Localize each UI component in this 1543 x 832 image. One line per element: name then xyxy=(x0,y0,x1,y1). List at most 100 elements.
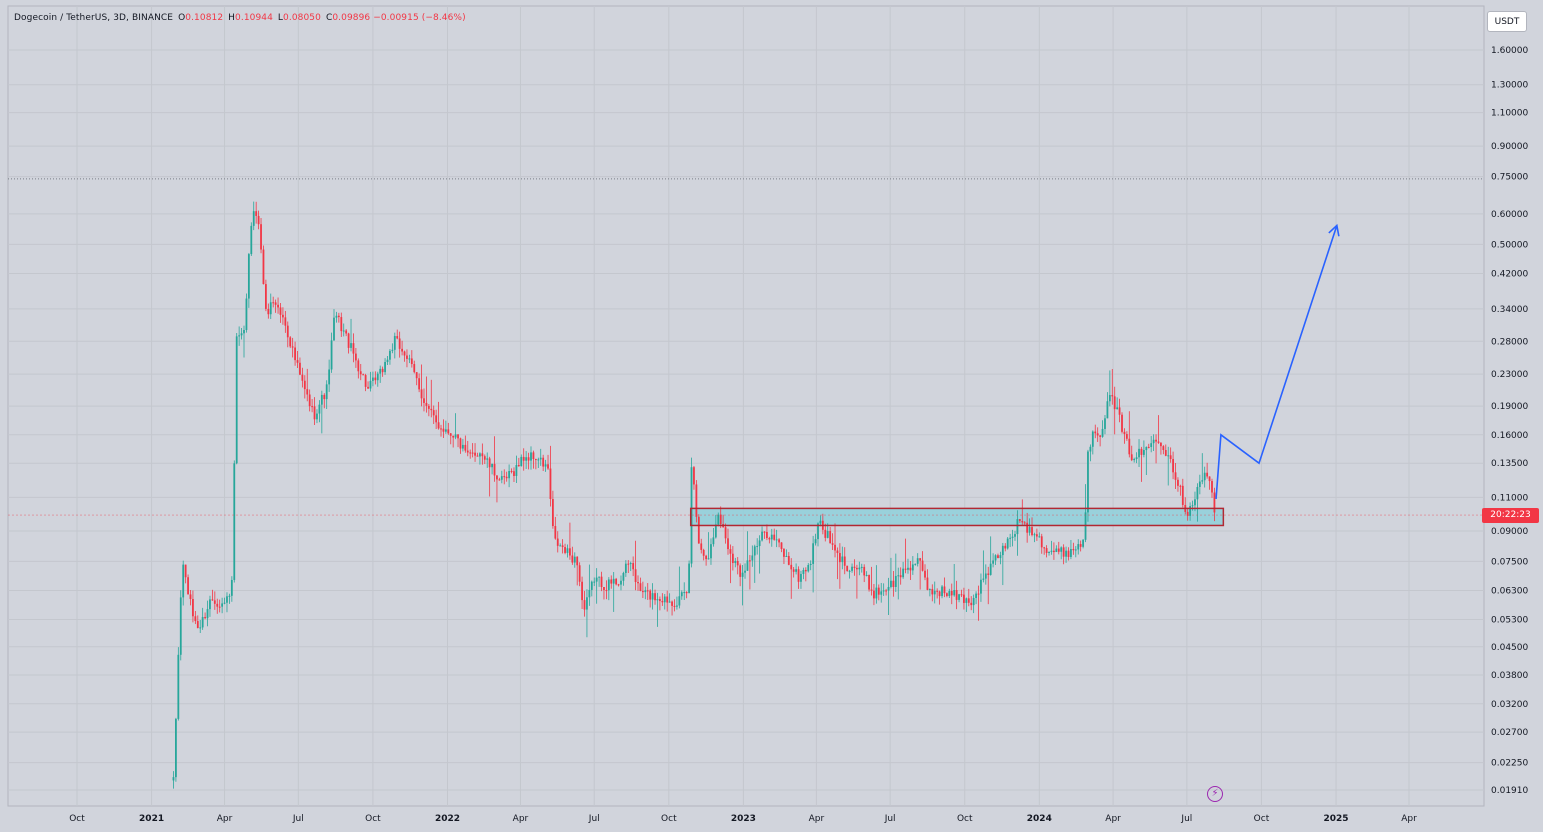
y-tick-label: 0.42000 xyxy=(1491,270,1528,280)
candle-body xyxy=(547,464,549,469)
y-tick-label: 0.13500 xyxy=(1491,459,1528,469)
y-tick-label: 0.50000 xyxy=(1491,240,1528,250)
candle-body xyxy=(376,373,379,381)
candle-body xyxy=(252,211,255,226)
candle-body xyxy=(598,576,600,578)
candle-body xyxy=(1094,431,1097,434)
candle-body xyxy=(1150,443,1153,448)
candle-body xyxy=(306,389,309,395)
candle-body xyxy=(199,627,202,629)
candle-body xyxy=(1174,472,1177,480)
candle-body xyxy=(235,336,238,464)
candle-body xyxy=(637,582,639,584)
candle-body xyxy=(1177,479,1179,486)
candle-body xyxy=(403,351,406,356)
candle-body xyxy=(763,531,766,533)
candle-body xyxy=(800,573,802,582)
candle-body xyxy=(510,470,513,472)
candle-body xyxy=(1157,441,1160,443)
candle-body xyxy=(980,579,982,594)
candle-body xyxy=(972,597,975,606)
candle-body xyxy=(447,429,450,434)
candle-body xyxy=(924,570,926,578)
candle-body xyxy=(505,476,508,479)
candle-body xyxy=(1191,505,1194,507)
candle-body xyxy=(286,325,289,338)
candle-body xyxy=(1067,550,1070,557)
candle-body xyxy=(622,572,625,581)
candle-body xyxy=(264,284,267,309)
currency-selector[interactable]: USDT xyxy=(1487,11,1527,32)
candle-body xyxy=(493,463,496,476)
y-tick-label: 0.03800 xyxy=(1491,671,1528,681)
candle-body xyxy=(919,558,922,561)
candle-body xyxy=(204,616,206,619)
candle-body xyxy=(836,550,839,554)
candle-body xyxy=(1201,480,1204,482)
candle-body xyxy=(282,314,284,318)
candle-body xyxy=(1121,414,1123,432)
candle-body xyxy=(1101,428,1104,437)
candle-body xyxy=(335,315,338,318)
candle-body xyxy=(454,434,457,438)
candle-body xyxy=(483,456,486,460)
candle-body xyxy=(1104,418,1106,429)
candle-body xyxy=(316,413,318,420)
candle-body xyxy=(437,422,440,429)
candle-body xyxy=(814,539,817,544)
lightning-icon[interactable]: ⚡ xyxy=(1207,786,1223,802)
y-tick-label: 0.23000 xyxy=(1491,370,1528,380)
y-tick-label: 0.34000 xyxy=(1491,305,1528,315)
candle-body xyxy=(1048,551,1050,553)
candle-body xyxy=(1164,450,1167,456)
low-value: 0.08050 xyxy=(283,13,321,23)
candle-body xyxy=(471,452,474,454)
candle-body xyxy=(894,575,897,587)
x-tick-label: 2022 xyxy=(435,814,460,824)
x-tick-label: 2024 xyxy=(1027,814,1052,824)
candle-body xyxy=(856,567,858,570)
candle-body xyxy=(992,560,995,564)
candle-body xyxy=(656,599,659,601)
candle-body xyxy=(209,599,211,610)
candle-body xyxy=(372,377,374,381)
candle-body xyxy=(953,590,956,596)
y-tick-label: 0.19000 xyxy=(1491,402,1528,412)
candle-body xyxy=(457,434,459,439)
candle-body xyxy=(503,476,506,478)
candle-body xyxy=(1099,435,1102,437)
candle-body xyxy=(795,569,798,572)
symbol-legend: Dogecoin / TetherUS, 3D, BINANCE O0.1081… xyxy=(14,13,466,23)
candle-body xyxy=(578,565,581,582)
candle-body xyxy=(386,359,389,362)
candle-body xyxy=(401,348,403,352)
candle-body xyxy=(1147,446,1150,448)
candle-body xyxy=(381,368,384,373)
candle-body xyxy=(255,211,258,216)
change-value: −0.00915 (−8.46%) xyxy=(373,13,466,23)
candle-body xyxy=(1038,536,1041,538)
candle-body xyxy=(554,526,557,539)
y-tick-label: 0.04500 xyxy=(1491,643,1528,653)
candle-body xyxy=(634,569,637,583)
candle-body xyxy=(561,545,564,548)
candle-body xyxy=(654,593,656,601)
candle-body xyxy=(797,569,800,582)
candle-body xyxy=(311,406,314,408)
candle-body xyxy=(423,398,425,403)
candle-body xyxy=(1011,536,1014,538)
candle-body xyxy=(695,484,698,517)
candle-body xyxy=(612,578,615,584)
candle-body xyxy=(469,452,472,454)
open-label: O xyxy=(178,13,186,23)
candle-body xyxy=(1001,545,1004,556)
candle-body xyxy=(834,544,836,551)
candle-body xyxy=(1169,455,1172,460)
candle-body xyxy=(194,616,197,622)
y-tick-label: 0.16000 xyxy=(1491,431,1528,441)
candle-body xyxy=(1181,485,1184,505)
candle-body xyxy=(627,563,630,565)
candle-body xyxy=(374,377,377,381)
